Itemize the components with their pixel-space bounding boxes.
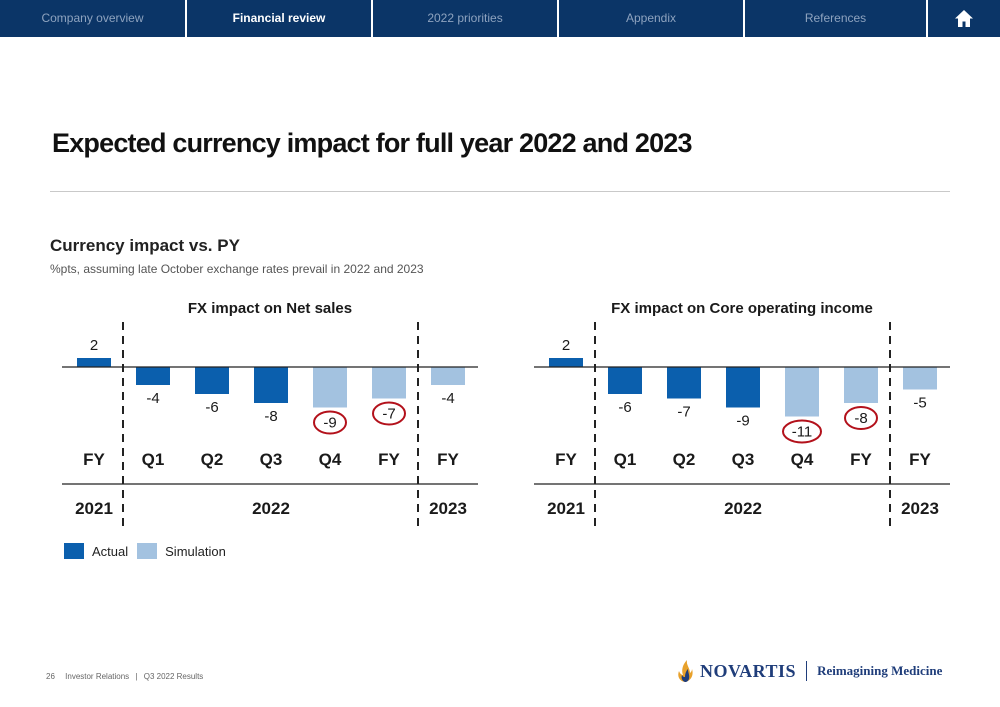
data-label: -8 <box>854 410 867 427</box>
highlight-circle <box>372 401 406 426</box>
novartis-logo: NOVARTIS Reimagining Medicine <box>676 659 942 683</box>
data-label: -8 <box>264 408 277 425</box>
category-label: FY <box>909 450 931 469</box>
bar <box>549 358 583 367</box>
bar <box>667 367 701 399</box>
footer: 26 Investor Relations | Q3 2022 Results <box>46 672 204 681</box>
bar <box>195 367 229 394</box>
bar <box>785 367 819 417</box>
data-label: -7 <box>382 406 395 423</box>
data-label: -9 <box>323 415 336 432</box>
highlight-circle <box>844 406 878 430</box>
title-divider <box>50 191 950 192</box>
category-label: FY <box>555 450 577 469</box>
tab-2022-priorities[interactable]: 2022 priorities <box>373 0 559 37</box>
tab-appendix[interactable]: Appendix <box>559 0 745 37</box>
tab-company-overview[interactable]: Company overview <box>0 0 187 37</box>
chart-title: FX impact on Core operating income <box>611 300 873 317</box>
year-label: 2022 <box>252 499 290 518</box>
bar <box>372 367 406 399</box>
category-label: Q2 <box>673 450 696 469</box>
data-label: -6 <box>205 399 218 416</box>
tab-financial-review[interactable]: Financial review <box>187 0 373 37</box>
category-label: FY <box>437 450 459 469</box>
data-label: 2 <box>90 337 98 354</box>
year-label: 2021 <box>547 499 585 518</box>
bar <box>313 367 347 408</box>
year-label: 2022 <box>724 499 762 518</box>
legend-label-actual: Actual <box>92 543 129 559</box>
data-label: -7 <box>677 404 690 421</box>
category-label: Q4 <box>791 450 814 469</box>
bar <box>608 367 642 394</box>
category-label: Q3 <box>732 450 755 469</box>
logo-tagline: Reimagining Medicine <box>817 663 943 678</box>
category-label: FY <box>83 450 105 469</box>
data-label: -11 <box>792 424 813 441</box>
category-label: FY <box>850 450 872 469</box>
category-label: Q1 <box>142 450 165 469</box>
footer-report: Q3 2022 Results <box>143 672 204 681</box>
data-label: -4 <box>146 390 159 407</box>
year-label: 2023 <box>901 499 939 518</box>
top-navigation: Company overview Financial review 2022 p… <box>0 0 1000 37</box>
legend-label-simulation: Simulation <box>165 543 226 559</box>
category-label: Q2 <box>201 450 224 469</box>
legend-swatch-simulation <box>137 543 158 559</box>
flame-logo-icon <box>678 660 693 682</box>
highlight-circle <box>782 419 822 444</box>
section-note: %pts, assuming late October exchange rat… <box>50 262 424 276</box>
logo-divider <box>806 661 808 681</box>
category-label: Q4 <box>319 450 342 469</box>
fx-charts: FX impact on Net sales 2 FY -4 Q1 -6 Q2 -8 Q3 -9 Q… <box>62 300 950 530</box>
logo-wordmark: NOVARTIS <box>700 660 797 681</box>
data-label: -6 <box>618 399 631 416</box>
page-number: 26 <box>46 672 55 681</box>
highlight-circle <box>313 410 347 435</box>
bar <box>844 367 878 403</box>
bar <box>136 367 170 385</box>
bar <box>77 358 111 367</box>
category-label: Q3 <box>260 450 283 469</box>
category-label: FY <box>378 450 400 469</box>
legend-swatch-actual <box>64 543 84 559</box>
bar <box>726 367 760 408</box>
page-title: Expected currency impact for full year 2… <box>52 128 693 158</box>
tab-references[interactable]: References <box>745 0 928 37</box>
data-label: 2 <box>562 337 570 354</box>
footer-section: Investor Relations <box>65 672 130 681</box>
bar <box>903 367 937 390</box>
bar <box>254 367 288 403</box>
bar <box>431 367 465 385</box>
data-label: -5 <box>913 395 926 412</box>
year-label: 2021 <box>75 499 113 518</box>
year-label: 2023 <box>429 499 467 518</box>
data-label: -9 <box>736 413 749 430</box>
data-label: -4 <box>441 390 454 407</box>
category-label: Q1 <box>614 450 637 469</box>
home-button[interactable] <box>928 0 1000 37</box>
home-icon <box>955 10 973 27</box>
chart-title: FX impact on Net sales <box>188 300 352 317</box>
chart-legend: Actual Simulation <box>64 543 226 559</box>
section-subtitle: Currency impact vs. PY <box>50 236 240 255</box>
